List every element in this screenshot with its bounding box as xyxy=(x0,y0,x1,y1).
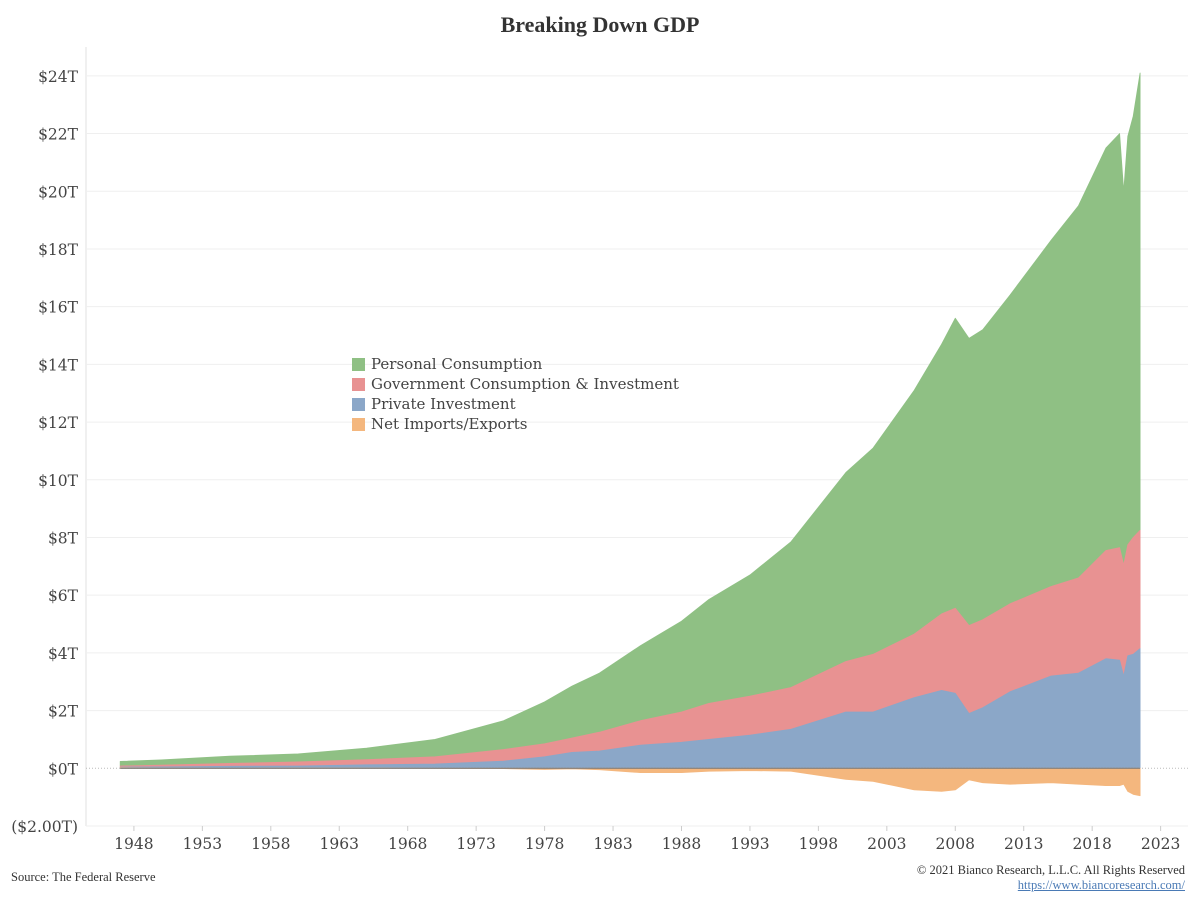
x-tick-label: 2023 xyxy=(1141,835,1180,853)
x-tick-label: 1973 xyxy=(456,835,495,853)
y-tick-label: $16T xyxy=(38,299,79,317)
legend-label: Net Imports/Exports xyxy=(371,415,528,433)
x-tick-label: 1993 xyxy=(730,835,769,853)
legend-swatch xyxy=(352,357,365,371)
y-tick-label: $2T xyxy=(48,703,79,721)
area-net-imports-exports xyxy=(119,767,1141,797)
y-tick-label: $4T xyxy=(48,645,79,663)
x-tick-label: 1948 xyxy=(114,835,153,853)
x-tick-label: 2013 xyxy=(1004,835,1043,853)
chart-legend: Personal Consumption Government Consumpt… xyxy=(352,354,679,434)
x-tick-label: 2018 xyxy=(1072,835,1111,853)
bianco-link[interactable]: https://www.biancoresearch.com/ xyxy=(1017,878,1185,892)
x-tick-label: 1958 xyxy=(251,835,290,853)
copyright-text: © 2021 Bianco Research, L.L.C. All Right… xyxy=(916,863,1185,877)
y-tick-label: $6T xyxy=(48,587,79,605)
x-tick-label: 1978 xyxy=(525,835,564,853)
y-tick-label: ($2.00T) xyxy=(11,818,78,836)
x-tick-label: 1963 xyxy=(320,835,359,853)
x-tick-label: 1968 xyxy=(388,835,427,853)
legend-label: Private Investment xyxy=(371,395,516,413)
y-tick-label: $14T xyxy=(38,356,79,374)
x-tick-label: 1998 xyxy=(799,835,838,853)
legend-label: Government Consumption & Investment xyxy=(371,375,679,393)
x-tick-label: 1983 xyxy=(593,835,632,853)
legend-swatch xyxy=(352,377,365,391)
y-tick-label: $20T xyxy=(38,183,79,201)
footer-credits: © 2021 Bianco Research, L.L.C. All Right… xyxy=(917,863,1185,893)
legend-item-net-imports-exports[interactable]: Net Imports/Exports xyxy=(352,414,679,434)
legend-swatch xyxy=(352,397,365,411)
legend-label: Personal Consumption xyxy=(371,355,543,373)
legend-item-government[interactable]: Government Consumption & Investment xyxy=(352,374,679,394)
y-tick-label: $24T xyxy=(38,68,79,86)
legend-item-personal-consumption[interactable]: Personal Consumption xyxy=(352,354,679,374)
y-tick-label: $18T xyxy=(38,241,79,259)
y-tick-label: $10T xyxy=(38,472,79,490)
y-tick-label: $22T xyxy=(38,126,79,144)
y-tick-label: $12T xyxy=(38,414,79,432)
chart-title: Breaking Down GDP xyxy=(500,12,700,37)
legend-swatch xyxy=(352,417,365,431)
x-tick-label: 2008 xyxy=(936,835,975,853)
x-tick-label: 2003 xyxy=(867,835,906,853)
y-tick-label: $0T xyxy=(48,760,79,778)
x-tick-label: 1988 xyxy=(662,835,701,853)
legend-item-private-investment[interactable]: Private Investment xyxy=(352,394,679,414)
y-tick-label: $8T xyxy=(48,529,79,547)
source-note: Source: The Federal Reserve xyxy=(11,870,156,884)
x-tick-label: 1953 xyxy=(183,835,222,853)
